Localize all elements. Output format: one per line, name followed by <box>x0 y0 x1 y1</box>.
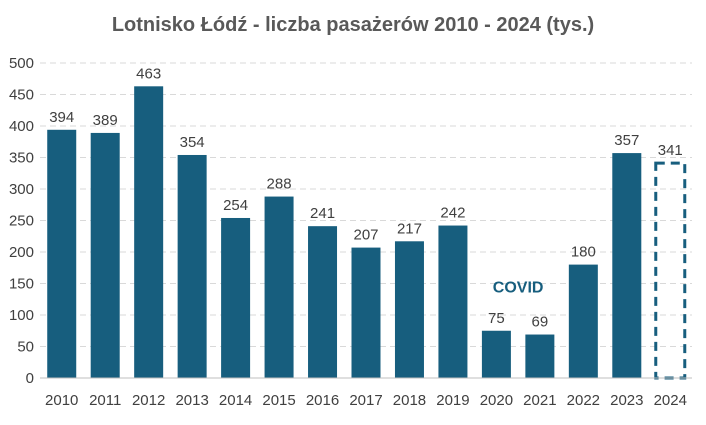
bar-2016 <box>308 226 338 378</box>
bars <box>47 86 687 380</box>
bar-2020 <box>481 330 511 378</box>
data-label-2014: 254 <box>223 197 248 214</box>
bar-2017 <box>351 247 381 378</box>
data-label-2023: 357 <box>614 132 639 149</box>
x-tick-label-2021: 2021 <box>523 392 556 409</box>
bar-2022 <box>568 264 598 378</box>
y-tick-label: 150 <box>9 276 34 293</box>
data-label-2018: 217 <box>397 220 422 237</box>
x-tick-label-2024: 2024 <box>654 392 687 409</box>
bar-2010 <box>47 129 77 378</box>
y-tick-label: 200 <box>9 244 34 261</box>
y-tick-label: 0 <box>26 370 34 387</box>
y-tick-label: 50 <box>17 339 34 356</box>
x-tick-label-2017: 2017 <box>349 392 382 409</box>
bar-2014 <box>221 217 251 378</box>
annotation-covid: COVID <box>493 280 544 297</box>
bar-2019 <box>438 225 468 378</box>
data-label-2016: 241 <box>310 205 335 222</box>
x-tick-label-2016: 2016 <box>306 392 339 409</box>
data-label-2019: 242 <box>440 205 465 222</box>
chart-title: Lotnisko Łódź - liczba pasażerów 2010 - … <box>112 14 594 36</box>
y-tick-label: 350 <box>9 150 34 167</box>
bar-2015 <box>264 196 294 378</box>
x-tick-label-2012: 2012 <box>132 392 165 409</box>
x-axis-ticks: 2010 2011 2012 2013 2014 2015 2016 2017 2018 2019… <box>45 392 687 409</box>
data-label-2011: 389 <box>93 112 118 129</box>
data-label-2022: 180 <box>571 244 596 261</box>
y-tick-label: 100 <box>9 307 34 324</box>
y-tick-label: 250 <box>9 213 34 230</box>
data-label-2013: 354 <box>180 134 205 151</box>
data-labels: 394 389 463 354 254 288 241 207 217 242 75 69 180 357… <box>49 65 683 330</box>
annotations: COVID <box>493 280 544 297</box>
bar-2011 <box>90 132 120 378</box>
x-tick-label-2023: 2023 <box>610 392 643 409</box>
data-label-2015: 288 <box>267 176 292 193</box>
x-tick-label-2014: 2014 <box>219 392 252 409</box>
data-label-2021: 69 <box>532 314 549 331</box>
y-axis-ticks: 0 50 100 150 200 250 300 350 400 450 500 <box>9 55 34 387</box>
y-tick-label: 450 <box>9 87 34 104</box>
bar-2012 <box>134 86 164 378</box>
y-tick-label: 300 <box>9 181 34 198</box>
x-tick-label-2019: 2019 <box>436 392 469 409</box>
data-label-2020: 75 <box>488 310 505 327</box>
x-tick-label-2013: 2013 <box>175 392 208 409</box>
y-tick-label: 500 <box>9 55 34 72</box>
x-tick-label-2011: 2011 <box>89 392 121 409</box>
data-label-2024: 341 <box>658 142 683 159</box>
bar-2023 <box>612 153 642 378</box>
data-label-2017: 207 <box>353 227 378 244</box>
y-tick-label: 400 <box>9 118 34 135</box>
x-tick-label-2018: 2018 <box>393 392 426 409</box>
x-tick-label-2022: 2022 <box>567 392 600 409</box>
data-label-2012: 463 <box>136 65 161 82</box>
x-tick-label-2010: 2010 <box>45 392 78 409</box>
bar-2021 <box>525 334 555 378</box>
data-label-2010: 394 <box>49 109 74 126</box>
x-tick-label-2020: 2020 <box>480 392 513 409</box>
bar-2013 <box>177 154 207 378</box>
x-tick-label-2015: 2015 <box>262 392 295 409</box>
bar-2024-estimate <box>654 161 687 380</box>
bar-2018 <box>394 241 424 378</box>
